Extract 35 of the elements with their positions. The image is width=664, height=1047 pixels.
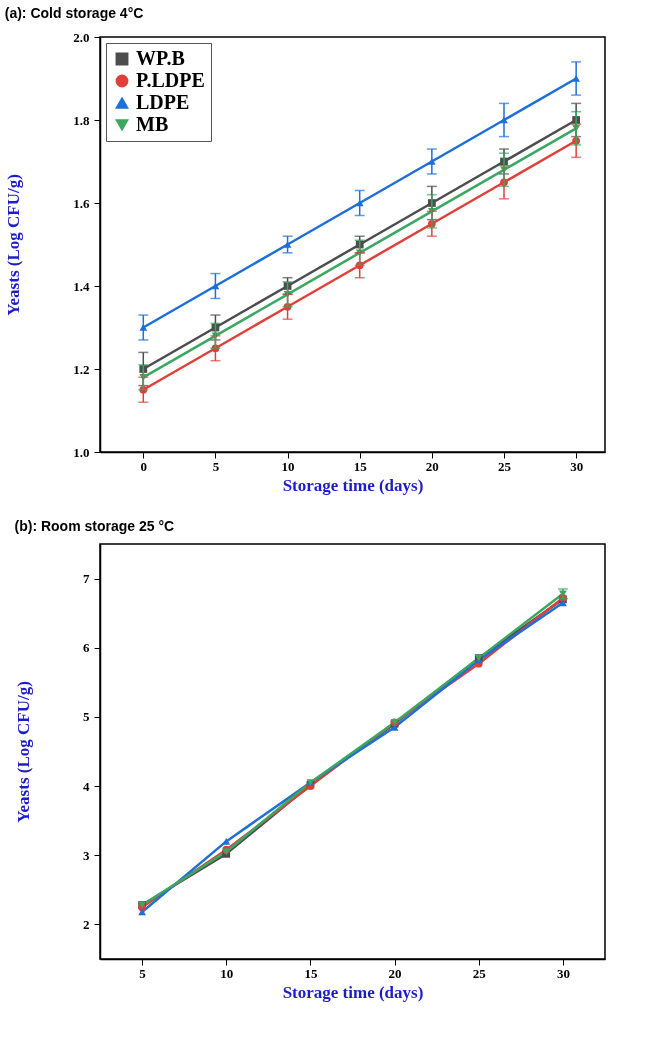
- x-tick-label: 10: [281, 458, 295, 474]
- x-tick-label: 25: [498, 458, 512, 474]
- y-tick-label: 1.0: [73, 444, 90, 460]
- y-tick-label: 1.6: [73, 195, 90, 211]
- x-axis-title: Storage time (days): [282, 982, 424, 1002]
- x-tick-label: 30: [556, 965, 570, 981]
- legend-label: WP.B: [136, 47, 185, 69]
- x-tick-label: 5: [139, 965, 147, 981]
- x-tick-label: 25: [472, 965, 487, 981]
- chart-title: (a): Cold storage 4°C: [4, 5, 144, 21]
- x-axis-title: Storage time (days): [282, 475, 424, 495]
- y-tick-label: 2.0: [73, 29, 90, 45]
- y-tick-label: 4: [83, 778, 90, 794]
- x-tick-label: 30: [570, 458, 584, 474]
- x-tick-label: 10: [220, 965, 234, 981]
- y-axis-title: Yeasts (Log CFU/g): [4, 174, 24, 316]
- x-tick-label: 5: [212, 458, 220, 474]
- legend-label: LDPE: [136, 91, 190, 113]
- y-tick-label: 1.4: [73, 278, 90, 294]
- y-tick-label: 5: [83, 709, 90, 725]
- y-tick-label: 1.2: [73, 361, 90, 377]
- y-tick-label: 6: [83, 640, 90, 656]
- x-tick-label: 20: [425, 458, 439, 474]
- y-tick-label: 7: [83, 571, 90, 587]
- x-tick-label: 0: [140, 458, 148, 474]
- y-axis-title: Yeasts (Log CFU/g): [14, 681, 33, 823]
- y-tick-label: 1.8: [73, 112, 90, 128]
- legend-label: P.LDPE: [136, 69, 205, 91]
- y-tick-label: 2: [83, 916, 90, 932]
- x-tick-label: 15: [304, 965, 318, 981]
- chart-title: (b): Room storage 25 °C: [14, 518, 175, 534]
- x-tick-label: 15: [353, 458, 368, 474]
- legend-label: MB: [136, 113, 169, 135]
- x-tick-label: 20: [388, 965, 402, 981]
- y-tick-label: 3: [83, 847, 90, 863]
